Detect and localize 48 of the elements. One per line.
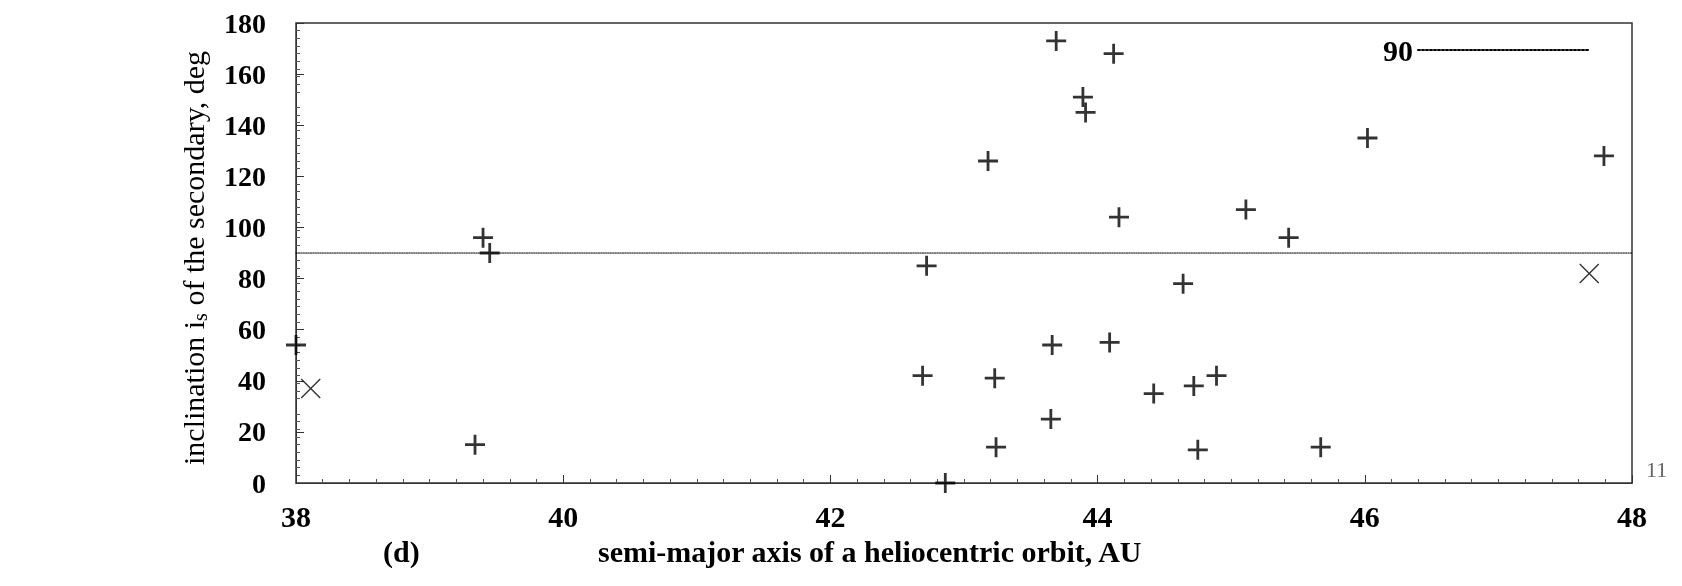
y-tick-label: 60 [238, 314, 266, 346]
point [1357, 128, 1378, 148]
text: 11 [1646, 456, 1668, 482]
point [1173, 273, 1194, 294]
y-axis-title: inclination is of the secondary, deg [176, 50, 211, 466]
point [300, 378, 321, 399]
y-tick-label: 40 [238, 365, 266, 397]
x-axis-title: semi-major axis of a heliocentric orbit, AU [598, 534, 1142, 568]
point [1278, 227, 1299, 248]
y-tick-label: 80 [238, 263, 266, 295]
x-tick-label: 48 [1617, 499, 1647, 533]
point [1042, 335, 1063, 355]
point [1593, 145, 1614, 166]
point [1183, 375, 1204, 396]
point [1040, 409, 1061, 430]
y-tick-label: 120 [224, 160, 266, 192]
point [1072, 87, 1093, 108]
y-tick-label: 100 [224, 211, 266, 243]
point [935, 473, 956, 493]
x-tick-label: 40 [548, 499, 579, 533]
point [1187, 439, 1208, 460]
point [912, 365, 933, 386]
x-tick-label: 42 [815, 499, 846, 533]
point [984, 368, 1005, 389]
point [1108, 207, 1129, 228]
y-tick-label: 140 [224, 109, 266, 141]
y-tick-label: 160 [224, 58, 266, 90]
x-tick-label: 44 [1082, 499, 1113, 533]
text: (d) [383, 534, 420, 569]
point [1075, 102, 1096, 123]
y-tick-label: 180 [224, 7, 266, 39]
text: 90 [1383, 33, 1413, 67]
point [1206, 365, 1227, 386]
point [1103, 43, 1124, 64]
point [1046, 30, 1067, 51]
x-tick-label: 38 [281, 499, 311, 533]
point [1235, 199, 1256, 220]
point [473, 227, 494, 248]
point [1143, 383, 1164, 404]
point [1310, 437, 1331, 458]
point [916, 255, 937, 276]
x-tick-label: 46 [1349, 499, 1380, 533]
point [986, 437, 1007, 458]
point [1579, 263, 1600, 284]
y-tick-label: 20 [238, 416, 266, 448]
point [1099, 332, 1120, 353]
y-tick-label: 0 [252, 467, 266, 499]
point [465, 434, 486, 455]
